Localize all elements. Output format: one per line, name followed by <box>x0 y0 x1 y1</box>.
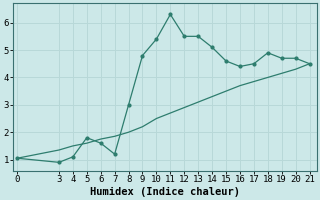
X-axis label: Humidex (Indice chaleur): Humidex (Indice chaleur) <box>90 186 240 197</box>
